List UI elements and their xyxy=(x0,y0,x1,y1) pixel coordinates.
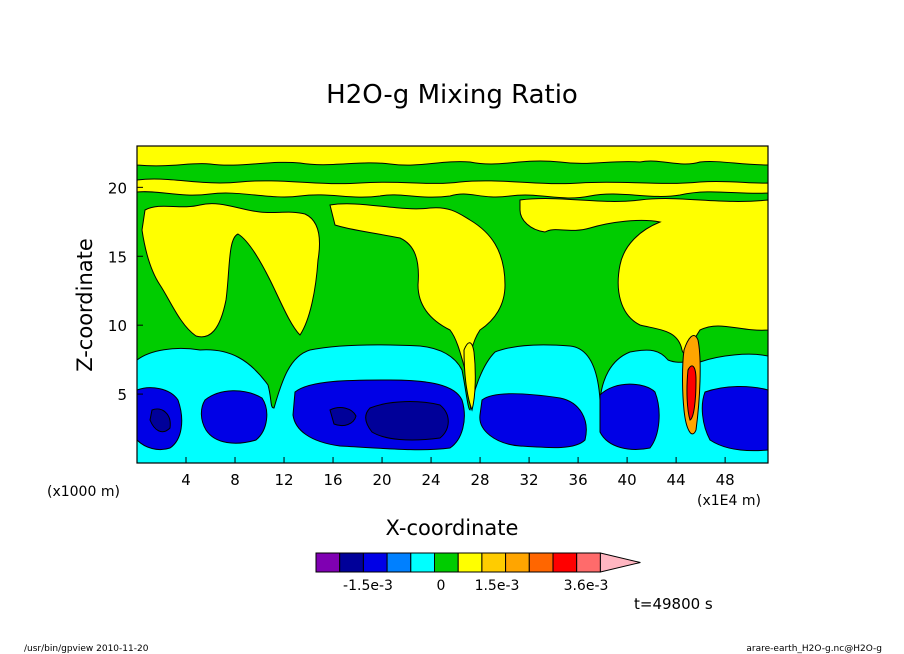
colorbar-swatch xyxy=(457,552,483,573)
field-blue-2 xyxy=(200,390,268,444)
x-tick-label: 40 xyxy=(618,471,637,489)
colorbar-swatch xyxy=(528,552,554,573)
field-darkblue-1 xyxy=(365,401,449,441)
colorbar-swatch xyxy=(434,552,459,573)
colorbar-extension-arrow xyxy=(599,552,641,573)
y-tick-label: 20 xyxy=(108,179,127,197)
y-tick-label: 15 xyxy=(108,248,127,266)
field-yellow-plume xyxy=(463,342,476,412)
colorbar-label: -1.5e-3 xyxy=(343,578,393,594)
field-yellow-band xyxy=(137,178,768,199)
plot-frame xyxy=(136,145,769,464)
colorbar-swatch xyxy=(339,552,364,573)
colorbar-swatch xyxy=(315,552,341,573)
x-axis-ticks: 4 8 12 16 20 24 28 32 36 40 44 48 xyxy=(181,457,735,489)
y-tick-label: 10 xyxy=(108,317,127,335)
field-blue-4 xyxy=(479,393,587,449)
colorbar-label: 1.5e-3 xyxy=(475,578,520,594)
y-axis-ticks: 5 10 15 20 xyxy=(108,179,143,404)
field-blue-5 xyxy=(599,383,660,450)
x-tick-label: 16 xyxy=(323,471,342,489)
footer-right: arare-earth_H2O-g.nc@H2O-g xyxy=(746,644,882,654)
y-axis-label: Z-coordinate xyxy=(73,238,97,372)
x-scale-label-left: (x1000 m) xyxy=(47,484,120,500)
x-tick-label: 12 xyxy=(274,471,293,489)
field-darkblue-3 xyxy=(149,408,171,433)
y-tick-label: 5 xyxy=(117,386,127,404)
contour-fields xyxy=(137,146,768,463)
x-tick-label: 20 xyxy=(373,471,392,489)
x-tick-label: 28 xyxy=(471,471,490,489)
x-axis-label: X-coordinate xyxy=(386,516,519,540)
field-yellow-right xyxy=(519,198,768,354)
field-blue-6 xyxy=(701,385,768,452)
colorbar-swatch xyxy=(552,552,578,573)
x-tick-label: 32 xyxy=(520,471,539,489)
field-darkblue-2 xyxy=(329,407,357,427)
time-label: t=49800 s xyxy=(634,595,713,613)
colorbar xyxy=(315,552,641,573)
field-yellow-left xyxy=(141,203,320,338)
colorbar-swatch xyxy=(481,552,507,573)
field-red-plume xyxy=(686,365,697,421)
colorbar-swatch xyxy=(362,552,388,573)
x-tick-label: 48 xyxy=(716,471,735,489)
x-tick-label: 8 xyxy=(230,471,240,489)
x-tick-label: 36 xyxy=(569,471,588,489)
field-yellow-mid xyxy=(329,203,506,381)
colorbar-swatch xyxy=(386,552,412,573)
x-scale-label-right: (x1E4 m) xyxy=(697,493,761,509)
footer-left: /usr/bin/gpview 2010-11-20 xyxy=(24,644,149,654)
chart-title: H2O-g Mixing Ratio xyxy=(326,80,578,110)
colorbar-labels: -1.5e-3 0 1.5e-3 3.6e-3 xyxy=(343,578,608,594)
x-tick-label: 4 xyxy=(181,471,191,489)
field-yellow-top xyxy=(137,146,768,167)
colorbar-swatch xyxy=(505,552,530,573)
colorbar-swatch xyxy=(410,552,435,573)
x-tick-label: 44 xyxy=(667,471,686,489)
x-tick-label: 24 xyxy=(422,471,441,489)
colorbar-swatch xyxy=(576,552,601,573)
colorbar-label: 3.6e-3 xyxy=(564,578,609,594)
colorbar-label: 0 xyxy=(437,578,446,594)
